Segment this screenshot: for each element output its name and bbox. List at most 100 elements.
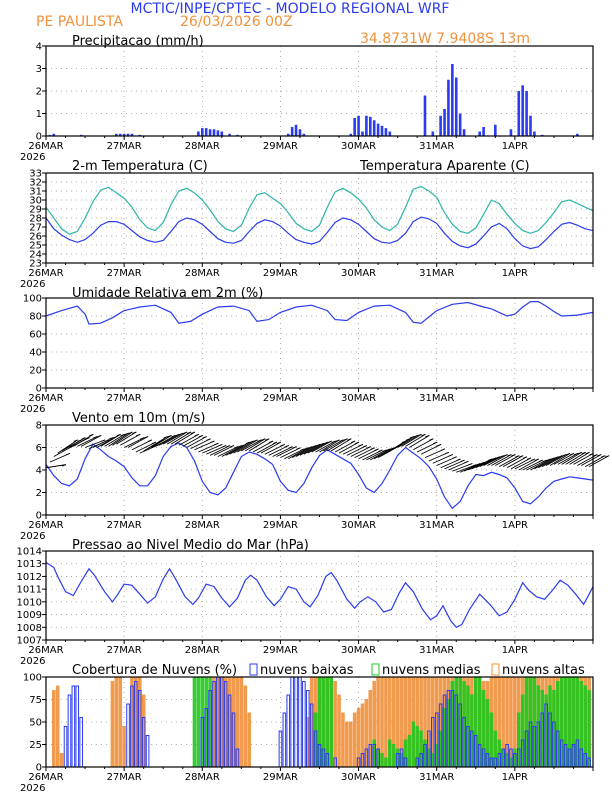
xtick-label: 30MAR: [341, 772, 376, 783]
bar: [521, 85, 524, 136]
wind-vector-head: [413, 434, 418, 438]
wind-vector-head: [147, 439, 153, 442]
bar: [71, 685, 76, 768]
xtick-label: 30MAR: [341, 268, 376, 279]
wind-vector-head: [343, 438, 348, 441]
wind-vector-head: [61, 464, 67, 467]
wind-vector-head: [382, 449, 387, 452]
year-label: 2026: [20, 783, 45, 792]
xtick-label: 29MAR: [263, 141, 298, 152]
xtick-label: 27MAR: [107, 141, 142, 152]
wind-vector-head: [593, 454, 598, 457]
wind-vector-head: [577, 451, 582, 455]
wind-vector-head: [511, 454, 516, 457]
wind-vector: [323, 439, 344, 452]
ytick-label: 29: [29, 205, 42, 216]
wind-vector-head: [440, 448, 446, 451]
xtick-label: 30MAR: [341, 393, 376, 404]
ytick-label: 1: [36, 109, 42, 120]
bar: [282, 712, 287, 768]
wind-vector: [57, 439, 78, 454]
bar: [126, 703, 130, 768]
xtick-label: 28MAR: [185, 520, 220, 531]
wind-vector-head: [569, 452, 575, 456]
year-label: 2026: [20, 404, 45, 415]
wind-vector-head: [479, 461, 485, 465]
wind-vector-head: [218, 443, 223, 447]
wind-vector-head: [315, 443, 321, 447]
wind-vector-head: [472, 464, 477, 467]
wind-vector: [162, 432, 184, 445]
wind-vector-head: [433, 441, 438, 445]
wind-vector-head: [89, 433, 94, 437]
xtick-label: 1APR: [502, 520, 528, 531]
wind-vector: [221, 445, 243, 457]
bar: [114, 676, 119, 768]
bar: [115, 133, 118, 136]
series-line: [45, 216, 594, 250]
xtick-label: 26MAR: [28, 393, 63, 404]
wind-vector-head: [276, 441, 282, 445]
wind-vector-head: [194, 433, 200, 437]
plot-frame: [45, 45, 594, 137]
xtick-label: 29MAR: [263, 268, 298, 279]
wind-vector: [256, 441, 278, 454]
bar: [352, 712, 357, 768]
wind-vector-head: [350, 440, 356, 443]
bar: [52, 690, 56, 768]
bar: [212, 129, 216, 136]
ytick-label: 1012: [17, 572, 42, 583]
wind-vector: [565, 451, 586, 465]
wind-vector: [577, 454, 598, 466]
bar: [388, 739, 392, 768]
wind-vector-head: [296, 447, 301, 450]
bar: [368, 116, 372, 136]
xtick-label: 27MAR: [107, 520, 142, 531]
wind-vector-head: [280, 443, 285, 447]
wind-vector: [252, 440, 274, 453]
wind-vector: [319, 439, 340, 453]
bar: [126, 133, 130, 136]
wind-vector: [166, 431, 188, 445]
bar: [192, 676, 197, 768]
wind-vector: [338, 441, 360, 454]
wind-vector-head: [421, 433, 426, 437]
wind-vector: [174, 431, 196, 445]
wind-vector: [334, 440, 356, 453]
header-location: PE PAULISTA: [36, 14, 123, 30]
wind-vector: [541, 455, 563, 468]
bar: [59, 753, 64, 768]
wind-vector: [159, 433, 180, 446]
bar: [365, 115, 368, 136]
bar: [247, 712, 251, 768]
wind-vector: [393, 436, 414, 450]
wind-vector-head: [288, 446, 293, 449]
wind-vector-head: [124, 432, 129, 436]
ytick-label: 23: [29, 259, 42, 270]
bar: [407, 735, 412, 768]
ytick-label: 6: [36, 443, 42, 454]
wind-vector-head: [198, 434, 203, 438]
wind-vector: [108, 432, 129, 447]
wind-vector: [561, 451, 582, 465]
bar: [243, 685, 248, 768]
wind-vector: [405, 433, 426, 447]
wind-vector: [409, 434, 430, 448]
bar: [239, 676, 244, 768]
wind-vector-head: [93, 436, 98, 439]
wind-vector-head: [522, 456, 528, 459]
wind-vector-head: [542, 459, 547, 463]
wind-vector-head: [272, 441, 278, 445]
bar: [130, 133, 134, 136]
ytick-label: 4: [36, 466, 42, 477]
xtick-label: 27MAR: [107, 268, 142, 279]
bar: [55, 685, 60, 768]
wind-vector-head: [491, 457, 496, 460]
xtick-label: 27MAR: [107, 772, 142, 783]
panel-title: Pressao ao Nivel Medio do Mar (hPa): [72, 538, 309, 553]
wind-vector-head: [233, 446, 239, 449]
bar: [458, 113, 462, 136]
wind-vector: [182, 434, 203, 447]
